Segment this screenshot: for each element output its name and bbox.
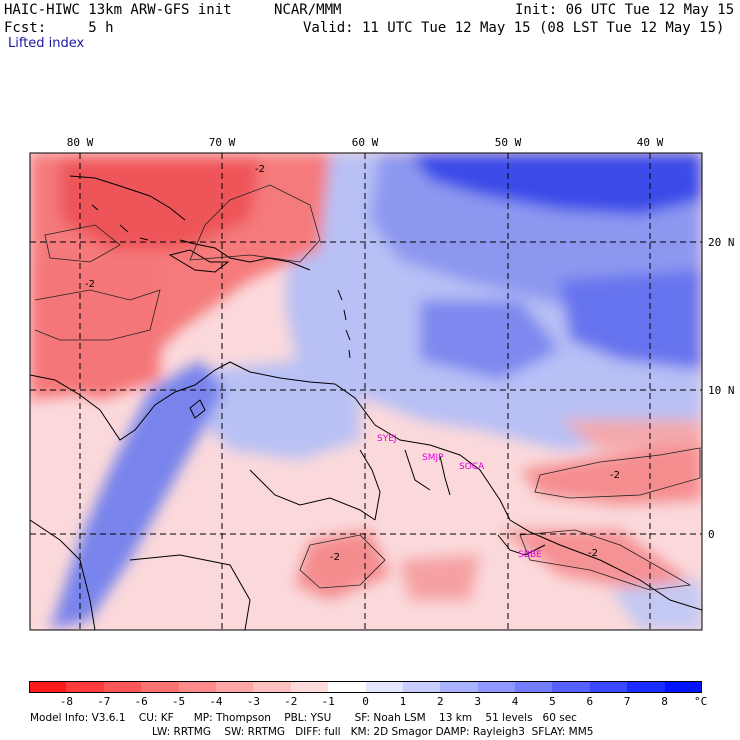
colorbar-swatch: [402, 681, 441, 693]
colorbar-swatch: [440, 681, 479, 693]
contour-label: -2: [85, 279, 95, 290]
lat-label: 20 N: [708, 236, 735, 249]
colorbar-swatch: [515, 681, 553, 693]
colorbar-tick-label: 1: [399, 695, 407, 708]
model-title: HAIC-HIWC 13km ARW-GFS init: [4, 2, 232, 18]
lon-label: 40 W: [637, 136, 664, 149]
colorbar-swatch: [66, 681, 105, 693]
station-label: SYEJ: [377, 434, 397, 444]
colorbar-tick-label: 6: [586, 695, 594, 708]
colorbar-swatch: [552, 681, 591, 693]
graticule: [30, 153, 702, 630]
field-name: Lifted index: [8, 36, 85, 51]
valid-time: Valid: 11 UTC Tue 12 May 15 (08 LST Tue …: [303, 20, 725, 36]
colorbar-swatch: [328, 681, 366, 693]
colorbar-swatch: [290, 681, 329, 693]
lon-label: 70 W: [209, 136, 236, 149]
colorbar-swatch: [365, 681, 404, 693]
colorbar-swatch: [215, 681, 254, 693]
colorbar-swatch: [29, 681, 67, 693]
colorbar-tick-label: -2: [284, 695, 298, 708]
contour-label: -2: [610, 470, 620, 481]
center-label: NCAR/MMM: [274, 2, 342, 18]
colorbar-tick-label: 5: [549, 695, 556, 708]
colorbar-tick-label: 7: [623, 695, 631, 708]
lat-label: 10 N: [708, 384, 735, 397]
map-field: [30, 153, 702, 630]
colorbar-tick-label: -5: [171, 695, 186, 708]
contour-label: -2: [255, 164, 265, 175]
colorbar-tick-label: -6: [134, 695, 148, 708]
colorbar-tick-label: -7: [97, 695, 111, 708]
forecast-hour: Fcst: 5 h: [4, 20, 114, 36]
colorbar-swatch: [103, 681, 142, 693]
colorbar-tick-label: -1: [321, 695, 335, 708]
lat-label: 0: [708, 528, 715, 541]
lon-label: 80 W: [67, 136, 94, 149]
contours: [34, 184, 701, 591]
colorbar-tick-label: 0: [362, 695, 369, 708]
colorbar-tick-label: 3: [474, 695, 481, 708]
colorbar-swatch: [589, 681, 628, 693]
colorbar-tick-label: -8: [59, 695, 73, 708]
model-info-line1: Model Info: V3.6.1 CU: KF MP: Thompson P…: [30, 712, 577, 724]
colorbar-tick-label: 8: [661, 695, 668, 708]
station-label: SMJP: [422, 453, 444, 463]
colorbar-swatch: [664, 681, 703, 693]
colorbar-swatch: [253, 681, 292, 693]
contour-label: -2: [330, 552, 340, 563]
contour-label: -2: [588, 548, 598, 559]
colorbar-tick-label: 4: [511, 695, 519, 708]
colorbar-swatch: [141, 681, 180, 693]
lon-label: 50 W: [495, 136, 522, 149]
station-label: SOCA: [459, 462, 485, 472]
coastlines: [30, 175, 702, 630]
colorbar-tick-label: 2: [436, 695, 444, 708]
init-time: Init: 06 UTC Tue 12 May 15: [515, 2, 735, 18]
map-frame: [29, 152, 703, 631]
colorbar-unit: °C: [694, 695, 708, 708]
station-label: SBBE: [518, 550, 542, 560]
colorbar-swatch: [178, 681, 217, 693]
lon-label: 60 W: [352, 136, 379, 149]
colorbar-tick-label: -4: [209, 695, 223, 708]
model-info-line2: LW: RRTMG SW: RRTMG DIFF: full KM: 2D Sm…: [152, 726, 594, 738]
colorbar-swatch: [477, 681, 516, 693]
colorbar-swatch: [627, 681, 666, 693]
colorbar-tick-label: -3: [246, 695, 260, 708]
